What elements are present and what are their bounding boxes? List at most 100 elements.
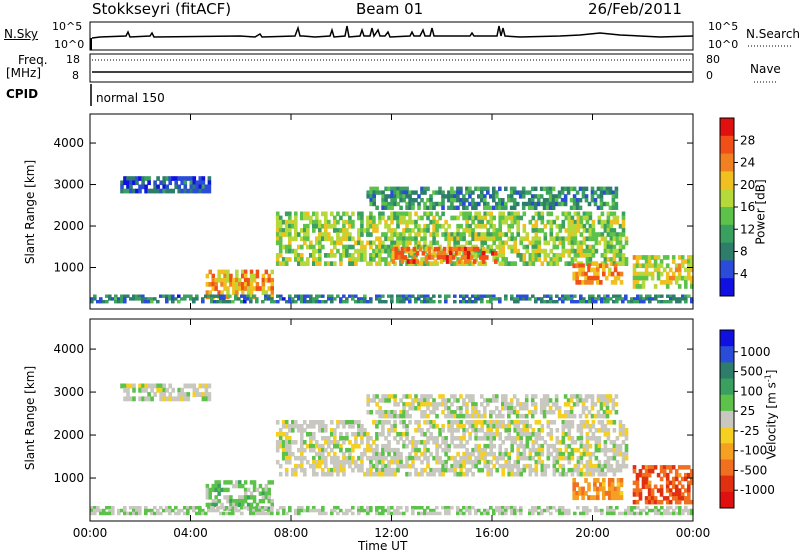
heatmap-cell — [687, 271, 691, 277]
heatmap-cell — [516, 451, 520, 457]
heatmap-cell — [180, 396, 184, 402]
heatmap-cell — [294, 424, 298, 429]
heatmap-cell — [492, 240, 496, 246]
heatmap-cell — [315, 443, 319, 449]
heatmap-cell — [387, 451, 391, 457]
heatmap-cell — [420, 471, 424, 477]
heatmap-cell — [519, 253, 523, 258]
heatmap-cell — [381, 424, 385, 429]
colorbar-segment — [720, 224, 734, 244]
heatmap-cell — [590, 186, 595, 191]
heatmap-cell — [238, 495, 242, 500]
heatmap-cell — [309, 420, 313, 425]
heatmap-cell — [498, 186, 502, 191]
heatmap-cell — [238, 282, 242, 287]
heatmap-cell — [677, 499, 682, 505]
heatmap-cell — [453, 459, 457, 465]
heatmap-cell — [558, 463, 563, 469]
heatmap-cell — [150, 188, 154, 194]
heatmap-cell — [575, 394, 580, 399]
heatmap-cell — [588, 508, 592, 513]
heatmap-cell — [348, 244, 352, 250]
heatmap-cell — [198, 506, 202, 510]
heatmap-cell — [579, 223, 584, 229]
heatmap-cell — [591, 436, 596, 441]
heatmap-cell — [366, 455, 370, 461]
heatmap-cell — [513, 463, 517, 469]
heatmap-cell — [324, 228, 328, 233]
heatmap-cell — [632, 267, 637, 273]
heatmap-cell — [612, 440, 617, 445]
heatmap-cell — [564, 211, 569, 217]
heatmap-cell — [318, 228, 322, 233]
heatmap-cell — [465, 506, 469, 510]
heatmap-cell — [264, 491, 269, 496]
heatmap-cell — [600, 420, 605, 425]
heatmap-cell — [612, 300, 616, 304]
heatmap-cell — [336, 471, 340, 477]
heatmap-cell — [135, 176, 139, 181]
heatmap-cell — [436, 246, 441, 252]
heatmap-cell — [330, 508, 334, 513]
heatmap-cell — [435, 506, 439, 510]
heatmap-cell — [591, 424, 596, 429]
heatmap-cell — [423, 190, 427, 195]
heatmap-cell — [495, 232, 499, 237]
heatmap-cell — [573, 447, 578, 453]
heatmap-cell — [396, 219, 400, 225]
heatmap-cell — [521, 406, 526, 411]
heatmap-cell — [519, 428, 523, 433]
heatmap-cell — [403, 246, 408, 252]
heatmap-cell — [216, 508, 220, 513]
heatmap-cell — [375, 471, 379, 477]
heatmap-cell — [543, 257, 548, 262]
heatmap-cell — [558, 447, 563, 453]
heatmap-cell — [153, 506, 157, 510]
heatmap-cell — [504, 506, 508, 510]
heatmap-cell — [582, 215, 587, 221]
heatmap-cell — [411, 294, 415, 298]
heatmap-cell — [351, 236, 355, 242]
heatmap-cell — [534, 467, 539, 473]
heatmap-cell — [417, 471, 421, 477]
heatmap-cell — [680, 476, 685, 482]
heatmap-cell — [552, 244, 557, 250]
heatmap-cell — [665, 476, 670, 482]
heatmap-cell — [378, 215, 382, 221]
heatmap-cell — [258, 506, 262, 510]
heatmap-cell — [489, 440, 493, 445]
heatmap-cell — [471, 398, 475, 403]
heatmap-cell — [303, 508, 307, 513]
heatmap-cell — [223, 286, 227, 291]
heatmap-cell — [105, 300, 109, 304]
heatmap-cell — [117, 300, 121, 304]
heatmap-cell — [345, 228, 349, 233]
heatmap-cell — [357, 511, 361, 516]
heatmap-cell — [303, 467, 307, 473]
heatmap-cell — [207, 392, 212, 397]
heatmap-cell — [519, 508, 523, 513]
heatmap-cell — [204, 392, 209, 397]
heatmap-cell — [126, 383, 130, 389]
heatmap-cell — [573, 467, 578, 473]
heatmap-cell — [477, 297, 481, 301]
heatmap-cell — [662, 267, 667, 273]
heatmap-cell — [444, 463, 448, 469]
heatmap-cell — [486, 228, 490, 233]
heatmap-cell — [612, 228, 617, 233]
heatmap-cell — [486, 211, 490, 217]
power-heatmap — [90, 176, 694, 304]
heatmap-cell — [543, 294, 547, 298]
heatmap-cell — [564, 228, 569, 233]
heatmap-cell — [284, 261, 289, 266]
heatmap-cell — [324, 511, 328, 516]
heatmap-cell — [546, 219, 551, 225]
heatmap-cell — [671, 275, 676, 281]
heatmap-cell — [509, 402, 514, 407]
heatmap-cell — [375, 459, 379, 465]
heatmap-cell — [284, 232, 289, 237]
heatmap-cell — [241, 499, 245, 504]
heatmap-cell — [584, 490, 588, 496]
heatmap-cell — [501, 508, 505, 513]
heatmap-cell — [284, 211, 289, 217]
